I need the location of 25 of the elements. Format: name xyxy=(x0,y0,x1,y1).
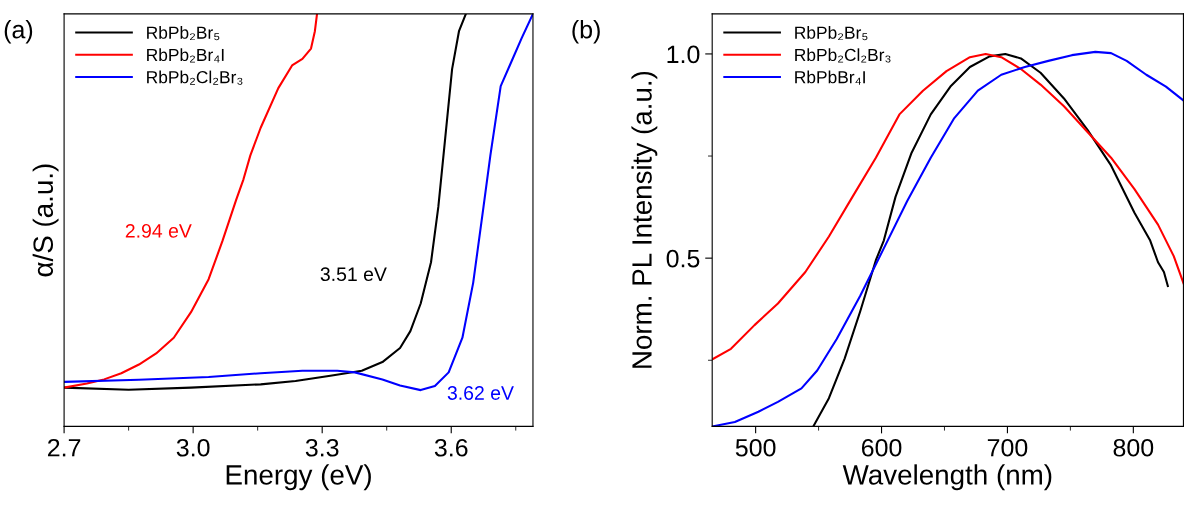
y-axis-title: Norm. PL Intensity (a.u.) xyxy=(631,71,658,368)
y-tick-label: 1.0 xyxy=(667,45,700,64)
annotation: 3.51 eV xyxy=(320,267,387,282)
x-tick-label: 3.0 xyxy=(176,438,210,457)
x-axis-title: Energy (eV) xyxy=(226,464,371,491)
x-tick-label: 500 xyxy=(735,438,776,457)
x-tick-label: 3.3 xyxy=(305,438,339,457)
annotation: 3.62 eV xyxy=(447,386,514,400)
chart-title: (b) xyxy=(572,20,600,44)
legend-label: RbPb₂Br₄I xyxy=(147,48,224,63)
x-axis-title: Wavelength (nm) xyxy=(842,464,1052,491)
legend-label: RbPb₂Cl₂Br₃ xyxy=(795,48,891,63)
x-tick-label: 800 xyxy=(1113,438,1154,457)
chart-title: (a) xyxy=(4,20,33,44)
legend-label: RbPb₂Br₅ xyxy=(795,26,868,41)
y-axis-title: α/S (a.u.) xyxy=(32,164,59,277)
y-tick-label: 0.5 xyxy=(666,249,700,268)
x-tick-label: 600 xyxy=(861,438,902,457)
legend-label: RbPb₂Br₅ xyxy=(147,26,220,41)
legend-label: RbPbBr₄I xyxy=(795,70,865,85)
x-tick-label: 700 xyxy=(987,438,1028,457)
x-tick-label: 3.6 xyxy=(434,438,468,457)
x-tick-label: 2.7 xyxy=(47,438,81,457)
legend-label: RbPb₂Cl₂Br₃ xyxy=(147,70,243,85)
annotation: 2.94 eV xyxy=(125,223,192,238)
